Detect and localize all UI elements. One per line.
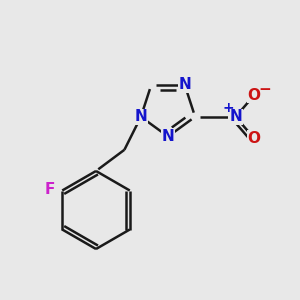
Text: N: N xyxy=(162,129,174,144)
Text: O: O xyxy=(248,131,261,146)
Text: −: − xyxy=(258,82,271,97)
Text: O: O xyxy=(248,88,261,103)
Text: +: + xyxy=(222,101,234,116)
Text: N: N xyxy=(178,77,191,92)
Text: N: N xyxy=(134,109,147,124)
Text: F: F xyxy=(44,182,55,196)
Text: N: N xyxy=(229,109,242,124)
